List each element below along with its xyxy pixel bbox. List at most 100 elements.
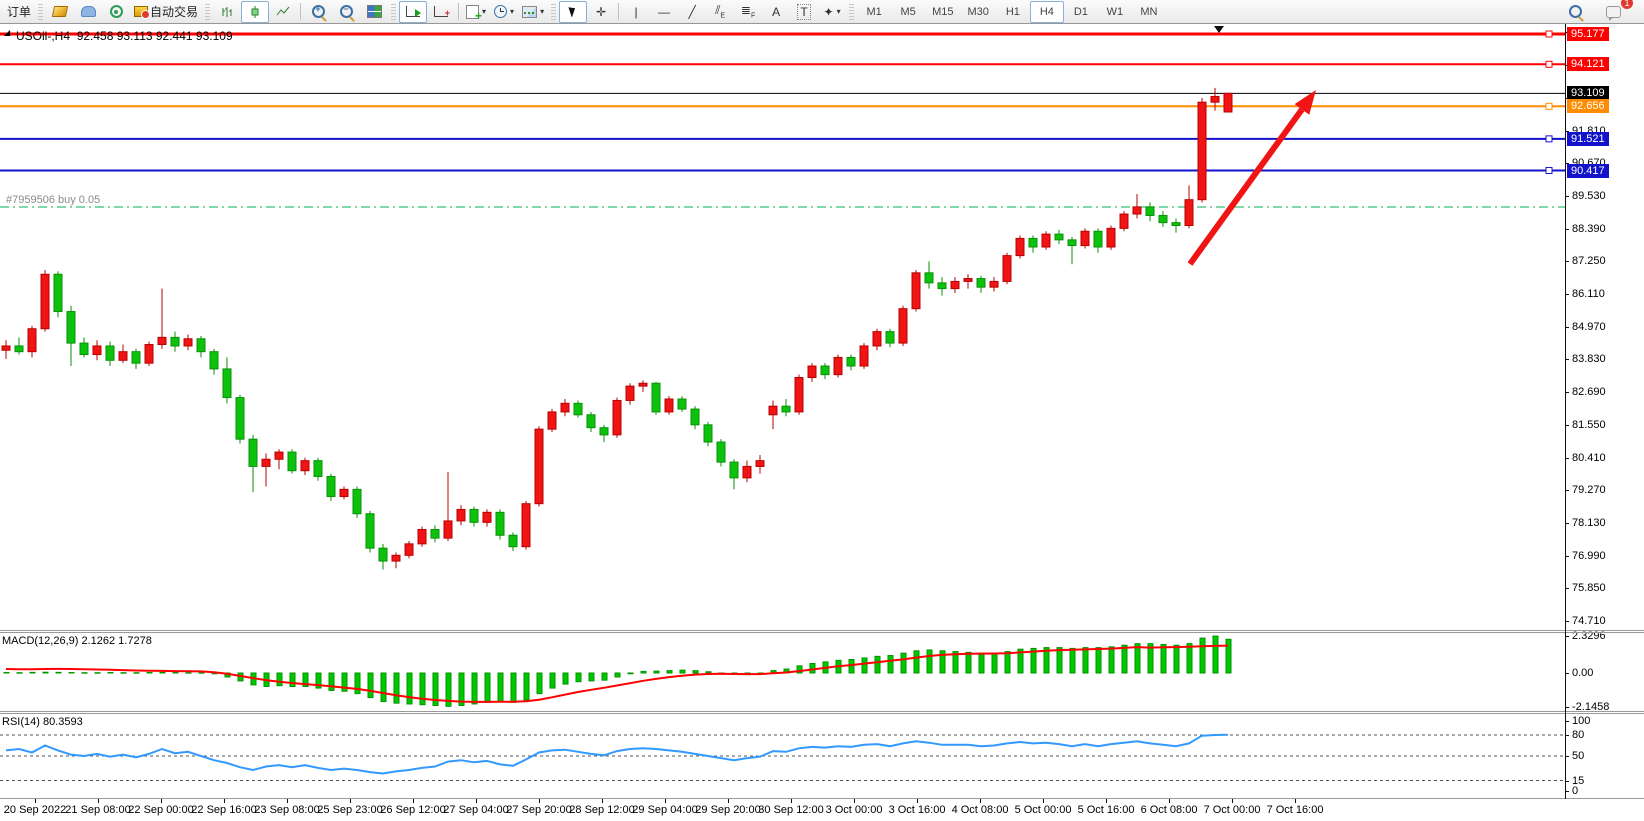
date-label: 25 Sep 23:00 <box>317 804 383 816</box>
candlestick-chart[interactable] <box>0 24 1565 632</box>
auto-scroll-icon <box>406 6 422 17</box>
channel-button[interactable]: ⫽E <box>706 1 734 23</box>
macd-tick-label: 0.00 <box>1572 667 1594 679</box>
price-tick <box>1565 522 1569 524</box>
pane-separator[interactable] <box>0 711 1644 712</box>
date-tick <box>917 799 918 803</box>
rsi-chart[interactable] <box>0 714 1565 799</box>
autotrade-button[interactable]: 自动交易 <box>130 1 202 23</box>
date-tick <box>413 799 414 803</box>
timeframe-w1[interactable]: W1 <box>1106 5 1124 18</box>
text-label-button[interactable]: T <box>790 1 818 23</box>
chevron-down-icon: ▾ <box>482 7 487 16</box>
text-label-icon: T <box>797 3 811 20</box>
position-label: #7959506 buy 0.05 <box>6 194 101 206</box>
timeframe-m30[interactable]: M30 <box>967 5 989 18</box>
toolbar-grip[interactable] <box>849 3 855 20</box>
price-tick <box>1565 261 1569 263</box>
price-badge-93.109: 93.109 <box>1567 86 1609 101</box>
zoom-out-icon: − <box>339 4 353 18</box>
candlestick-button[interactable] <box>241 0 270 23</box>
price-tick-label: 82.690 <box>1572 386 1606 399</box>
timeframe-d1[interactable]: D1 <box>1073 5 1088 18</box>
crosshair-icon: ✛ <box>596 4 607 19</box>
price-tick <box>1565 130 1569 132</box>
toolbar-separator <box>458 3 460 20</box>
price-badge-95.177: 95.177 <box>1567 27 1609 41</box>
horizontal-line-button[interactable]: — <box>650 1 678 23</box>
date-tick <box>224 799 225 803</box>
timeframe-mn[interactable]: MN <box>1140 5 1158 18</box>
timeframe-m1[interactable]: M1 <box>866 5 882 18</box>
trendline-button[interactable]: ╱ <box>678 1 706 23</box>
zoom-out-button[interactable]: − <box>332 1 360 23</box>
toolbar-grip[interactable] <box>551 3 557 20</box>
macd-chart[interactable] <box>0 633 1565 712</box>
chat-button[interactable]: 1 <box>1599 0 1633 23</box>
date-tick <box>476 799 477 803</box>
fibonacci-icon: ≣F <box>740 3 756 20</box>
auto-scroll-button[interactable] <box>399 0 428 23</box>
fibonacci-button[interactable]: ≣F <box>734 1 762 23</box>
date-label: 22 Sep 16:00 <box>191 804 257 816</box>
macd-tick <box>1565 673 1569 674</box>
crosshair-button[interactable]: ✛ <box>587 1 615 23</box>
timeframe-h4[interactable]: H4 <box>1029 0 1064 23</box>
community-button[interactable] <box>74 1 102 23</box>
toolbar-grip[interactable] <box>391 3 397 20</box>
date-tick <box>728 799 729 803</box>
vertical-line-button[interactable]: | <box>622 1 650 23</box>
autotrade-label: 自动交易 <box>150 5 199 19</box>
date-tick <box>1106 799 1107 803</box>
date-label: 5 Oct 16:00 <box>1077 804 1135 816</box>
pane-separator[interactable] <box>0 630 1644 631</box>
date-tick <box>35 799 36 803</box>
price-tick <box>1565 621 1569 622</box>
rsi-tick <box>1565 756 1569 757</box>
timeframe-m15[interactable]: M15 <box>932 5 954 18</box>
date-label: 22 Sep 00:00 <box>128 804 194 816</box>
toolbar-grip[interactable] <box>205 3 211 20</box>
pane-separator[interactable] <box>0 713 1644 714</box>
price-tick-label: 80.410 <box>1572 451 1606 464</box>
gold-layers-icon <box>51 6 69 17</box>
toolbar-grip[interactable] <box>38 3 44 20</box>
periods-clock-icon <box>494 5 508 18</box>
timeframe-m5[interactable]: M5 <box>900 5 916 18</box>
price-tick-label: 79.270 <box>1572 484 1606 497</box>
tile-windows-button[interactable] <box>360 1 388 23</box>
date-label: 23 Sep 08:00 <box>254 804 320 816</box>
line-chart-button[interactable] <box>269 1 297 23</box>
arrows-tool-button[interactable]: ✦ ▾ <box>818 1 846 23</box>
date-tick <box>1232 799 1233 803</box>
price-tick-label: 86.110 <box>1572 288 1605 301</box>
objects-arrow-icon[interactable]: ◢ <box>4 28 11 37</box>
bar-chart-button[interactable] <box>213 1 241 23</box>
rsi-tick <box>1565 791 1569 792</box>
macd-tick <box>1565 707 1569 709</box>
rsi-tick <box>1565 721 1569 722</box>
price-tick-label: 75.850 <box>1572 582 1606 595</box>
timeframe-h1[interactable]: H1 <box>1005 5 1020 18</box>
zoom-in-button[interactable]: + <box>304 1 332 23</box>
history-button[interactable] <box>46 1 74 23</box>
date-label: 29 Sep 04:00 <box>632 804 698 816</box>
chart-shift-button[interactable]: + <box>427 1 455 23</box>
periods-button[interactable]: ▾ <box>490 1 518 23</box>
macd-label: MACD(12,26,9) 2.1262 1.7278 <box>2 635 152 647</box>
date-tick <box>980 799 981 803</box>
price-tick <box>1565 195 1569 197</box>
price-tick-label: 88.390 <box>1572 222 1606 235</box>
price-badge-94.121: 94.121 <box>1567 57 1609 72</box>
text-button[interactable]: A <box>762 1 790 23</box>
search-button[interactable] <box>1561 1 1589 23</box>
signals-button[interactable] <box>102 1 130 23</box>
pane-separator[interactable] <box>0 632 1644 633</box>
price-tick <box>1565 457 1569 459</box>
date-label: 27 Sep 20:00 <box>506 804 572 816</box>
cursor-button[interactable] <box>559 0 588 23</box>
orders-button[interactable]: 订单 <box>3 1 35 23</box>
template-button[interactable]: ▾ <box>518 1 548 23</box>
add-indicator-button[interactable]: ▾ <box>462 1 490 23</box>
date-label: 7 Oct 16:00 <box>1266 804 1324 816</box>
